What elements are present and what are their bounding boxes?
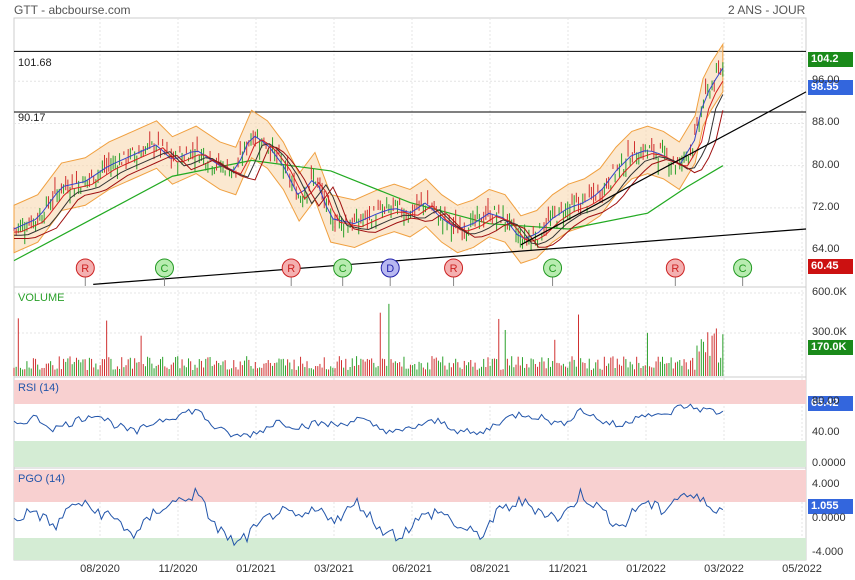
pgo-badge: 1.055 xyxy=(808,499,853,514)
signal-label: R xyxy=(450,263,458,275)
date-tick-label: 05/2022 xyxy=(782,563,822,575)
level-lower-label: 90.17 xyxy=(18,112,46,124)
signal-label: C xyxy=(339,263,347,275)
axis-tick-label: 72.00 xyxy=(812,200,840,213)
volume-label: VOLUME xyxy=(18,292,65,304)
date-tick-label: 08/2021 xyxy=(470,563,510,575)
signal-label: R xyxy=(287,263,295,275)
axis-tick-label: 4.000 xyxy=(812,477,840,490)
pgo-upper-zone xyxy=(14,470,806,502)
trendline xyxy=(93,228,807,285)
date-tick-label: 01/2021 xyxy=(236,563,276,575)
price-low-badge: 60.45 xyxy=(808,259,853,274)
rsi-overbought-zone xyxy=(14,380,806,404)
signal-marker xyxy=(543,258,563,278)
signal-label: R xyxy=(81,263,89,275)
axis-tick-label: 64.00 xyxy=(812,243,840,256)
trendline xyxy=(520,91,807,246)
date-tick-label: 11/2020 xyxy=(158,563,198,575)
axis-tick-label: 80.00 xyxy=(812,394,840,407)
signal-marker xyxy=(444,258,464,278)
date-tick-label: 03/2022 xyxy=(704,563,744,575)
signal-marker xyxy=(733,258,753,278)
axis-tick-label: 0.0000 xyxy=(812,512,846,524)
moving-average-line xyxy=(13,67,724,239)
bollinger-band xyxy=(13,42,724,264)
pgo-line xyxy=(13,487,724,547)
period-label[interactable]: 2 ANS - JOUR xyxy=(728,3,806,17)
axis-tick-label: 96.00 xyxy=(812,74,840,87)
axis-tick-label: 40.00 xyxy=(812,425,840,438)
pgo-lower-zone xyxy=(14,538,806,560)
moving-average-line xyxy=(14,94,724,245)
axis-tick-label: 80.00 xyxy=(812,158,840,171)
price-high-badge: 104.2 xyxy=(808,52,853,67)
signal-marker xyxy=(154,258,174,278)
axis-tick-label: 300.0K xyxy=(812,326,847,338)
level-upper-label: 101.68 xyxy=(18,57,52,69)
signal-marker xyxy=(665,258,685,278)
signal-label: C xyxy=(549,263,557,275)
signal-label: C xyxy=(739,263,747,275)
chart-title: GTT - abcbourse.com xyxy=(14,3,131,17)
axis-tick-label: 600.0K xyxy=(812,286,847,298)
date-tick-label: 06/2021 xyxy=(392,563,432,575)
signal-label: C xyxy=(161,263,169,275)
axis-tick-label: 0.0000 xyxy=(812,457,846,469)
price-last-badge: 98.55 xyxy=(808,80,853,95)
signal-label: R xyxy=(671,263,679,275)
pgo-label: PGO (14) xyxy=(18,473,66,485)
rsi-line xyxy=(13,403,724,439)
date-tick-label: 01/2022 xyxy=(626,563,666,575)
date-tick-label: 03/2021 xyxy=(314,563,354,575)
signal-marker xyxy=(75,258,95,278)
signal-marker xyxy=(281,258,301,278)
rsi-label: RSI (14) xyxy=(18,382,59,394)
axis-tick-label: -4.000 xyxy=(812,546,844,559)
axis-tick-label: 88.00 xyxy=(812,116,840,129)
moving-average-line xyxy=(14,110,724,248)
rsi-oversold-zone xyxy=(14,441,806,467)
signal-marker xyxy=(333,258,353,278)
mm100-line xyxy=(13,159,724,262)
signal-marker xyxy=(380,258,400,278)
moving-average-line xyxy=(13,80,724,242)
date-tick-label: 11/2021 xyxy=(548,563,588,575)
signal-label: D xyxy=(386,263,394,275)
rsi-badge: 65.42 xyxy=(808,396,853,411)
volume-badge: 170.0K xyxy=(808,340,853,355)
volume-panel xyxy=(13,286,807,378)
date-tick-label: 08/2020 xyxy=(80,563,120,575)
